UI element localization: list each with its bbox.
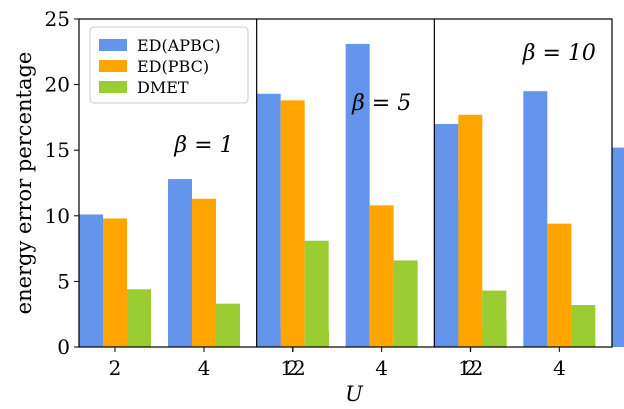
bar-dmet-u4 xyxy=(393,260,418,347)
legend: ED(APBC) ED(PBC) DMET xyxy=(89,26,249,104)
bars-layer xyxy=(79,43,624,348)
bar-ed-pbc--u2 xyxy=(458,114,483,347)
x-tick-label: 2 xyxy=(286,356,299,380)
x-tick-label: 4 xyxy=(375,356,388,380)
x-tick-label: 12 xyxy=(458,356,483,380)
x-tick-label: 4 xyxy=(553,356,566,380)
legend-label: ED(PBC) xyxy=(137,57,209,76)
panel-3 xyxy=(434,91,624,348)
panel-label: β = 10 xyxy=(522,41,596,66)
legend-swatch xyxy=(99,60,127,72)
y-axis-label: energy error percentage xyxy=(12,52,36,315)
x-tick-label: 2 xyxy=(464,356,477,380)
legend-label: DMET xyxy=(137,78,189,97)
bar-ed-apbc--u2 xyxy=(79,214,103,347)
legend-box xyxy=(89,26,249,104)
bar-dmet-u2 xyxy=(127,289,151,347)
y-tick-label: 15 xyxy=(45,138,70,162)
x-tick-label: 12 xyxy=(280,356,305,380)
bar-ed-apbc--u4 xyxy=(345,43,370,347)
y-tick-label: 25 xyxy=(45,7,70,31)
y-tick-label: 10 xyxy=(45,204,70,228)
bar-ed-apbc--u12 xyxy=(612,147,624,347)
panel-label: β = 5 xyxy=(351,91,411,116)
legend-label: ED(APBC) xyxy=(137,36,221,55)
x-tick-label: 4 xyxy=(198,356,211,380)
panel-label: β = 1 xyxy=(173,133,233,158)
y-tick-label: 0 xyxy=(57,335,70,359)
bar-ed-apbc--u2 xyxy=(434,123,459,348)
bar-ed-pbc--u2 xyxy=(280,100,305,348)
bar-ed-apbc--u4 xyxy=(168,179,192,347)
legend-swatch xyxy=(99,39,127,51)
bar-ed-apbc--u2 xyxy=(256,93,281,347)
plot-frame xyxy=(78,18,613,348)
panel-1 xyxy=(79,179,329,347)
bar-dmet-u2 xyxy=(304,240,329,347)
bar-ed-pbc--u2 xyxy=(103,218,127,347)
bar-ed-pbc--u4 xyxy=(369,205,394,347)
bar-ed-pbc--u4 xyxy=(192,198,216,347)
bar-dmet-u2 xyxy=(482,290,507,347)
x-axis-label: U xyxy=(345,382,364,404)
x-tick-label: 2 xyxy=(109,356,122,380)
bar-dmet-u4 xyxy=(571,305,596,347)
legend-swatch xyxy=(99,81,127,93)
bar-ed-pbc--u4 xyxy=(547,223,572,347)
bar-dmet-u4 xyxy=(216,303,240,347)
y-tick-label: 20 xyxy=(45,73,70,97)
bar-ed-apbc--u4 xyxy=(523,91,548,347)
y-tick-label: 5 xyxy=(57,269,70,293)
